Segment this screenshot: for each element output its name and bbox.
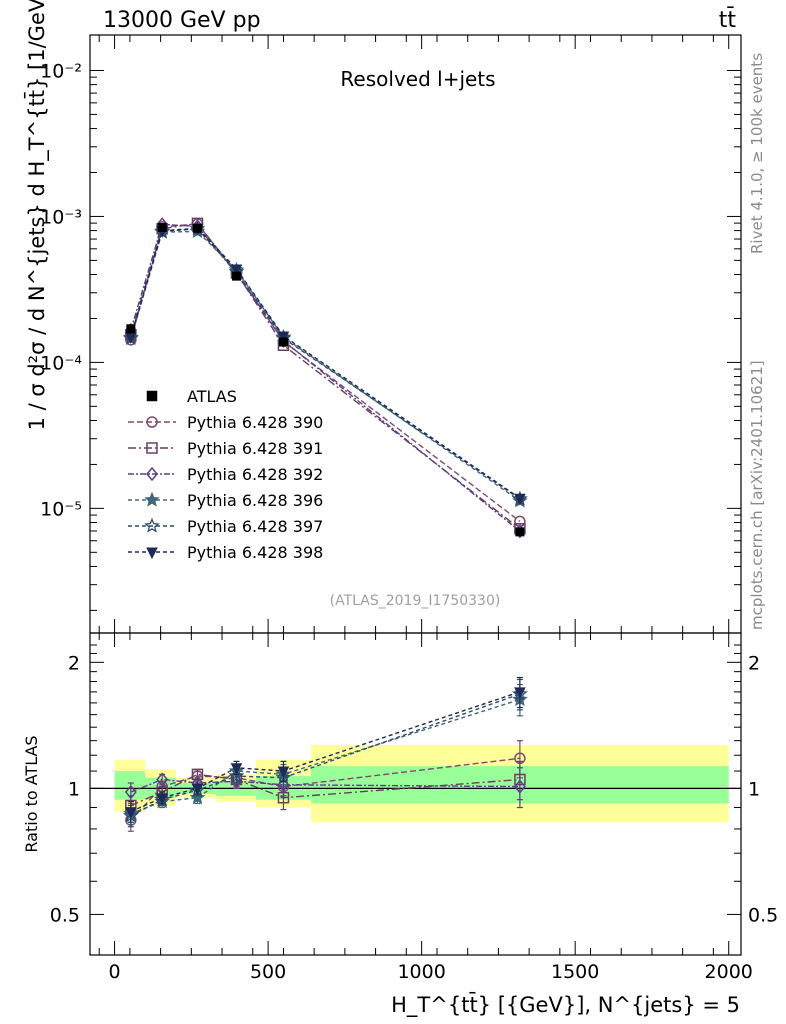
ratio-tick-label: 2 bbox=[68, 652, 80, 674]
legend-398-label: Pythia 6.428 398 bbox=[187, 543, 323, 562]
legend-397-marker bbox=[144, 517, 160, 533]
ratio-tick-label: 1 bbox=[68, 778, 80, 800]
ratio-panel bbox=[90, 676, 741, 832]
series-398-point bbox=[230, 264, 243, 277]
ratio-axes: 0 500 1000 1500 2000 0.5 0.5 1 1 2 2 bbox=[50, 633, 778, 983]
legend-391-label: Pythia 6.428 391 bbox=[187, 439, 323, 458]
legend-392-marker bbox=[146, 466, 158, 482]
series-398-ratio-point bbox=[230, 763, 243, 775]
y-tick-label: 10⁻³ bbox=[40, 206, 82, 228]
source-label: mcplots.cern.ch [arXiv:2401.10621] bbox=[748, 360, 766, 630]
ratio-tick-label-right: 1 bbox=[748, 778, 760, 800]
ratio-tick-label-right: 2 bbox=[748, 652, 760, 674]
chart-title: Resolved l+jets bbox=[340, 67, 495, 91]
series-398-point bbox=[514, 493, 526, 506]
ratio-tick-label: 0.5 bbox=[50, 904, 80, 926]
legend: ATLAS Pythia 6.428 390 Pythia 6.428 391 Pyt… bbox=[128, 387, 323, 562]
legend-marker-atlas bbox=[146, 390, 158, 402]
series-398-ratio-point bbox=[125, 807, 137, 819]
analysis-tag: (ATLAS_2019_I1750330) bbox=[330, 593, 501, 609]
y-axis-label-ratio: Ratio to ATLAS bbox=[22, 735, 41, 852]
y-tick-label: 10⁻² bbox=[40, 60, 82, 82]
y-tick-label: 10⁻⁴ bbox=[40, 352, 82, 374]
series-398-ratio-point bbox=[277, 766, 290, 779]
series-398-ratio-point bbox=[156, 793, 168, 805]
series-396-ratio-line bbox=[130, 698, 521, 815]
x-tick-label: 2000 bbox=[705, 961, 753, 983]
legend-392-label: Pythia 6.428 392 bbox=[187, 465, 323, 484]
data-point-atlas bbox=[126, 324, 136, 334]
legend-396-marker bbox=[144, 491, 160, 507]
x-axis-label: H_T^{tt̄} [{GeV}], N^{jets} = 5 bbox=[391, 992, 740, 1018]
process-label: tt̄ bbox=[719, 7, 737, 33]
series-398-ratio-line bbox=[130, 691, 521, 813]
legend-390-marker bbox=[146, 416, 158, 428]
legend-396-label: Pythia 6.428 396 bbox=[187, 491, 323, 510]
x-tick-label: 1500 bbox=[551, 961, 599, 983]
series-398-point bbox=[277, 331, 290, 344]
series-396-ratio-point bbox=[189, 789, 206, 805]
ratio-tick-label-right: 0.5 bbox=[748, 904, 778, 926]
rivet-label: Rivet 4.1.0, ≥ 100k events bbox=[748, 53, 766, 254]
x-tick-label: 1000 bbox=[397, 961, 445, 983]
main-panel bbox=[123, 217, 528, 539]
series-398-ratio-point bbox=[191, 783, 204, 796]
legend-label-atlas: ATLAS bbox=[187, 387, 237, 406]
legend-398-marker bbox=[146, 547, 158, 560]
series-392-ratio-line bbox=[130, 778, 520, 793]
legend-390-label: Pythia 6.428 390 bbox=[187, 413, 323, 432]
x-tick-label: 0 bbox=[109, 961, 121, 983]
series-398-ratio-point bbox=[514, 687, 526, 699]
data-point-atlas bbox=[157, 222, 167, 232]
ratio-frame bbox=[89, 632, 742, 956]
energy-label: 13000 GeV pp bbox=[103, 8, 261, 33]
data-point-atlas bbox=[515, 527, 525, 537]
legend-391-marker bbox=[146, 442, 158, 454]
series-397-ratio-point bbox=[228, 767, 245, 783]
y-axis-label-main: 1 / σ d²σ / d N^{jets} d H_T^{tt̄} [1/Ge… bbox=[24, 0, 50, 430]
series-392-ratio-point bbox=[124, 784, 137, 800]
series-397-ratio-line bbox=[130, 693, 521, 817]
data-point-atlas bbox=[278, 337, 288, 347]
x-tick-label: 500 bbox=[250, 961, 286, 983]
series-392-ratio-point bbox=[513, 779, 526, 794]
series-392-ratio-point bbox=[156, 772, 169, 787]
data-point-atlas bbox=[231, 271, 241, 281]
uncertainty-band-stat bbox=[114, 771, 146, 800]
data-point-atlas bbox=[192, 223, 202, 233]
legend-397-label: Pythia 6.428 397 bbox=[187, 517, 323, 536]
main-axes: 10⁻⁵ 10⁻⁴ 10⁻³ 10⁻² bbox=[40, 35, 741, 633]
series-398-line bbox=[130, 227, 521, 499]
y-tick-label: 10⁻⁵ bbox=[40, 498, 82, 520]
